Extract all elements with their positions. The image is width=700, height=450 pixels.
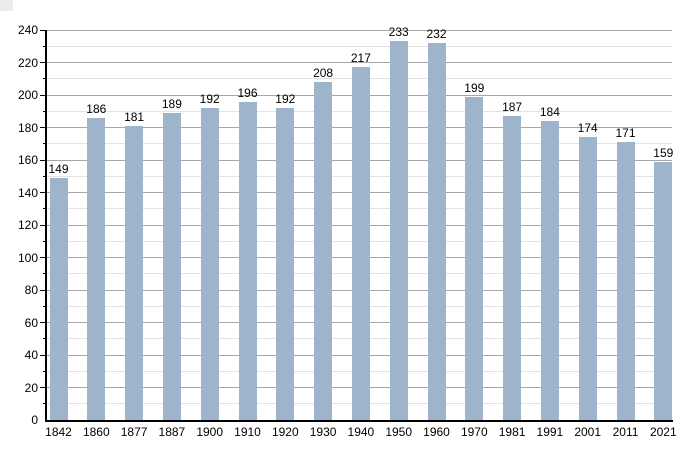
y-axis-label: 180: [17, 120, 38, 135]
bar-value-label: 171: [615, 126, 636, 141]
y-axis-label: 100: [17, 250, 38, 265]
bar-value-label: 181: [124, 109, 145, 124]
x-axis-label: 1860: [82, 425, 110, 439]
x-axis-label: 1842: [45, 425, 72, 439]
bar: [427, 43, 446, 420]
bar: [351, 67, 370, 420]
bar: [87, 117, 106, 420]
y-axis-label: 220: [17, 55, 38, 70]
bar-value-label: 199: [464, 80, 485, 95]
y-axis-tick: [40, 192, 47, 193]
bar: [465, 96, 484, 420]
corner-artifact: [0, 0, 13, 11]
y-axis-tick: [40, 29, 47, 31]
x-axis-line: [45, 420, 673, 422]
x-axis-label: 1887: [158, 425, 186, 439]
y-axis-label: 40: [24, 348, 38, 362]
bar-value-label: 174: [577, 121, 598, 136]
bar: [503, 116, 522, 420]
minor-gridline: [47, 45, 672, 47]
x-axis-label: 2021: [649, 425, 677, 439]
x-axis-label: 1877: [120, 425, 148, 439]
bar: [389, 41, 408, 420]
bar: [540, 121, 559, 420]
x-axis-label: 1981: [498, 425, 526, 439]
bar-value-label: 192: [199, 92, 220, 106]
bar-value-label: 149: [48, 161, 69, 176]
bar: [276, 108, 295, 420]
y-axis-label: 240: [17, 23, 38, 37]
bar-value-label: 184: [539, 105, 560, 119]
bar-value-label: 208: [313, 66, 334, 80]
x-axis-label: 1920: [271, 425, 299, 439]
x-axis-label: 1950: [385, 425, 413, 439]
y-axis-label: 200: [17, 88, 38, 102]
bar-value-label: 232: [426, 27, 447, 41]
bar: [200, 108, 219, 420]
y-axis-tick: [40, 224, 47, 226]
x-axis-label: 2001: [574, 425, 602, 439]
bar-value-label: 159: [653, 145, 674, 160]
y-axis-tick: [40, 354, 47, 356]
y-axis-label: 20: [24, 380, 38, 395]
bar-value-label: 187: [502, 100, 523, 115]
bar: [578, 137, 597, 420]
y-axis-label: 60: [24, 315, 38, 330]
y-axis-tick: [40, 322, 47, 323]
y-axis-tick: [40, 62, 47, 63]
bar: [314, 82, 333, 420]
x-axis-label: 1940: [347, 425, 375, 439]
x-axis-label: 1960: [423, 425, 450, 439]
bar: [49, 177, 68, 420]
x-axis-label: 1900: [196, 425, 224, 439]
y-axis-label: 120: [17, 218, 38, 232]
x-axis-label: 1910: [234, 425, 261, 439]
x-axis-label: 1970: [460, 425, 488, 439]
bar: [654, 161, 673, 420]
bar: [238, 101, 257, 420]
y-axis-tick: [40, 127, 47, 128]
bar-value-label: 233: [388, 25, 409, 40]
major-gridline: [47, 29, 672, 31]
bar-value-label: 186: [86, 101, 107, 116]
y-axis-tick: [40, 289, 47, 291]
y-axis-line: [45, 30, 47, 422]
y-axis-tick: [40, 159, 47, 161]
y-axis-label: 160: [17, 153, 38, 167]
y-axis-tick: [40, 94, 47, 96]
y-axis-label: 140: [17, 185, 38, 200]
y-axis-label: 80: [24, 283, 38, 297]
x-axis-label: 2011: [612, 425, 639, 439]
y-axis-tick: [40, 257, 47, 258]
bar-value-label: 217: [350, 51, 371, 66]
bar-value-label: 192: [275, 92, 296, 106]
bar-value-label: 196: [237, 85, 258, 100]
major-gridline: [47, 62, 672, 63]
bar: [616, 142, 635, 420]
y-axis-label: 0: [31, 413, 38, 427]
bar-value-label: 189: [161, 96, 182, 111]
x-axis-label: 1991: [536, 425, 564, 439]
bar: [125, 125, 144, 420]
bar: [162, 112, 181, 420]
y-axis-tick: [40, 387, 47, 388]
x-axis-label: 1930: [309, 425, 337, 439]
